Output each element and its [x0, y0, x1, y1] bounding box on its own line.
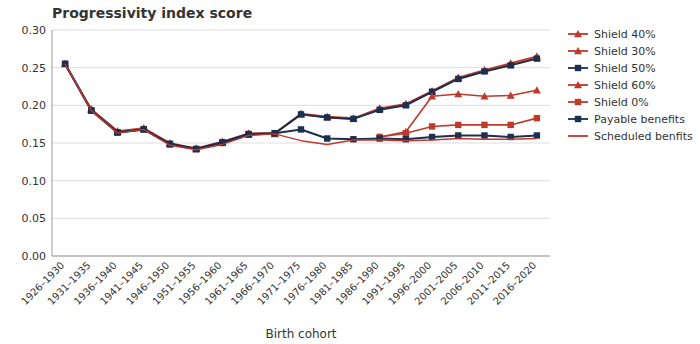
chart: Progressivity index score 0.00 0.05 0.10 0.1… — [0, 0, 700, 344]
y-tick-label: 0.05 — [22, 212, 47, 225]
series — [65, 64, 537, 150]
legend-label: Scheduled benfits — [594, 130, 693, 143]
legend-marker — [574, 30, 582, 37]
plot-area — [61, 52, 541, 152]
marker — [272, 130, 278, 136]
legend-marker — [575, 116, 581, 122]
marker — [324, 135, 330, 141]
marker — [298, 126, 304, 132]
marker — [376, 105, 384, 112]
legend-swatch — [568, 135, 588, 137]
marker — [324, 114, 330, 120]
marker — [61, 60, 69, 67]
grid-line — [52, 218, 550, 219]
marker — [298, 111, 304, 117]
marker — [402, 101, 410, 108]
marker — [61, 60, 69, 67]
marker — [507, 62, 513, 68]
marker — [480, 92, 488, 99]
legend-marker — [575, 99, 581, 105]
marker — [350, 136, 356, 142]
x-tick-label: 2016–2020 — [491, 260, 538, 307]
marker — [429, 123, 435, 129]
marker — [428, 92, 436, 99]
legend-label: Shield 0% — [594, 96, 649, 109]
marker — [376, 107, 382, 113]
legend-marker — [574, 47, 582, 54]
marker — [455, 122, 461, 128]
title: Progressivity index score — [52, 5, 252, 21]
grid-line — [52, 30, 550, 31]
grid-line — [52, 256, 550, 257]
marker — [534, 55, 540, 61]
marker — [403, 136, 409, 142]
marker — [534, 132, 540, 138]
marker — [455, 76, 461, 82]
marker — [534, 115, 540, 121]
marker — [272, 130, 278, 136]
marker — [349, 114, 357, 121]
marker — [297, 110, 305, 117]
line — [65, 64, 537, 149]
marker — [481, 122, 487, 128]
marker — [297, 110, 305, 117]
x-axis-line — [52, 256, 550, 257]
marker — [323, 113, 331, 120]
line — [65, 59, 537, 149]
marker — [323, 113, 331, 120]
grid-line — [52, 143, 550, 144]
marker — [349, 115, 357, 122]
legend-marker — [574, 81, 582, 88]
y-tick-label: 0.30 — [22, 24, 47, 37]
marker — [454, 74, 462, 81]
marker — [403, 130, 409, 136]
marker — [403, 102, 409, 108]
y-tick-label: 0.20 — [22, 99, 47, 112]
y-tick-label: 0.15 — [22, 137, 47, 150]
line — [380, 90, 537, 137]
y-tick-label: 0.10 — [22, 175, 47, 188]
legend-label: Shield 50% — [594, 62, 656, 75]
line — [65, 56, 537, 148]
series — [62, 55, 540, 152]
marker — [533, 86, 541, 93]
marker — [376, 135, 382, 141]
x-axis-label: Birth cohort — [265, 327, 336, 341]
legend-marker — [575, 65, 581, 71]
marker — [480, 67, 488, 74]
series — [61, 54, 541, 152]
y-axis-line — [52, 30, 53, 256]
marker — [455, 132, 461, 138]
line — [65, 58, 537, 149]
marker — [533, 54, 541, 61]
marker — [507, 92, 515, 99]
marker — [507, 61, 515, 68]
grid-line — [52, 180, 550, 181]
y-tick-label: 0.25 — [22, 62, 47, 75]
y-tick-label: 0.00 — [22, 250, 47, 263]
grid — [52, 30, 550, 256]
marker — [350, 116, 356, 122]
series — [376, 86, 541, 140]
legend-label: Payable benefits — [594, 113, 685, 126]
marker — [481, 68, 487, 74]
grid-line — [52, 67, 550, 68]
series — [62, 61, 540, 153]
marker — [454, 90, 462, 97]
legend-label: Shield 60% — [594, 79, 656, 92]
series — [61, 52, 541, 151]
marker — [507, 122, 513, 128]
grid-line — [52, 105, 550, 106]
legend-label: Shield 40% — [594, 28, 656, 41]
legend-label: Shield 30% — [594, 45, 656, 58]
marker — [481, 132, 487, 138]
legend: Shield 40% Shield 30% Shield 50% Shield 60%… — [568, 28, 693, 143]
line — [65, 64, 537, 150]
